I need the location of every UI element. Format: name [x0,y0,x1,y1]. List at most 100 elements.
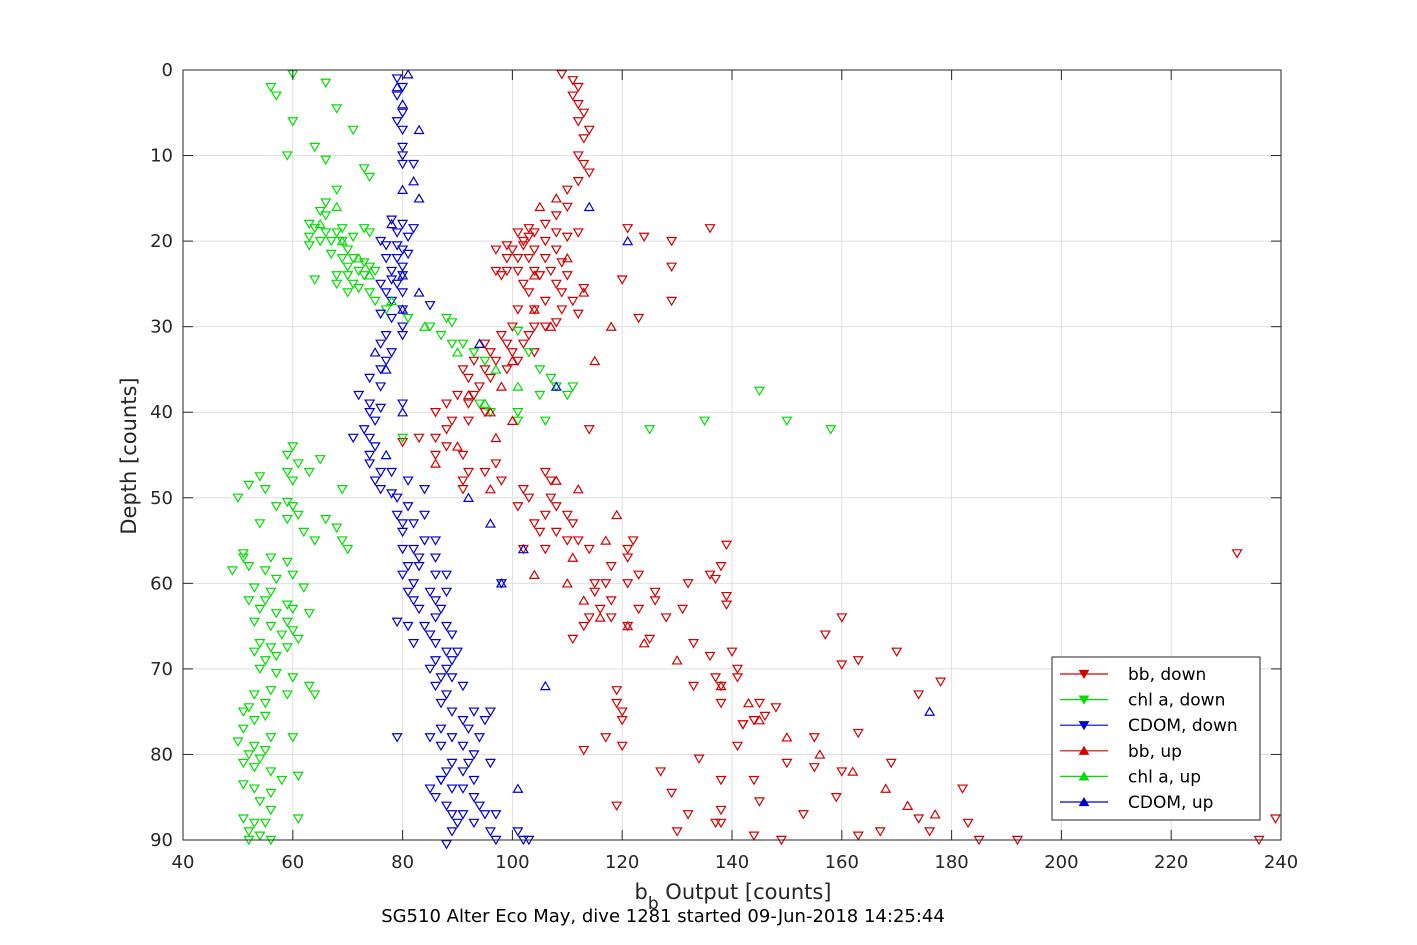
data-point [265,643,277,653]
data-point [512,416,524,427]
data-point [891,647,903,658]
data-point [726,647,738,658]
data-point [567,382,579,392]
data-point [528,569,540,579]
data-point [742,697,755,708]
x-axis-label-subscript: b [648,894,659,914]
data-point [397,288,409,298]
data-point [550,245,562,255]
data-point [671,827,683,837]
data-point [424,733,436,743]
data-point [473,399,486,409]
data-point [248,716,260,726]
data-point [556,305,568,315]
data-point [616,716,628,726]
data-point [375,279,387,290]
data-point [265,733,277,743]
data-point [589,587,601,598]
series-bb-down [397,70,1282,846]
data-point [512,305,524,315]
data-point [331,201,343,212]
data-point [451,647,464,658]
data-point [243,480,255,491]
data-point [572,82,584,93]
x-tick-label: 180 [934,852,968,873]
data-point [781,416,793,427]
legend-label: bb, down [1128,665,1206,685]
data-point [413,553,425,563]
data-point [408,544,420,555]
data-point [545,373,557,384]
x-tick-label: 240 [1264,852,1298,873]
data-point [583,425,595,435]
data-point [413,604,425,615]
data-point [699,416,711,427]
data-point [611,801,623,812]
data-point [243,827,255,837]
data-point [259,698,271,709]
data-point [287,117,299,127]
data-point [545,493,557,504]
data-point [391,493,403,504]
data-point [397,184,409,194]
data-point [397,433,409,444]
data-point [528,245,540,255]
data-point [402,587,414,598]
y-tick-label: 40 [150,402,173,423]
data-point [512,326,524,337]
data-point [528,348,540,358]
data-point [342,245,354,255]
data-point [281,467,293,478]
data-point [611,698,623,709]
data-point [402,621,414,632]
data-point [325,236,337,247]
data-point [248,763,260,773]
data-point [561,390,573,401]
data-point [358,164,370,174]
data-point [517,339,529,350]
data-point [440,621,453,632]
data-point [440,442,453,452]
data-point [276,630,288,640]
y-axis-label: Depth [counts] [117,377,141,534]
data-point [836,660,848,670]
data-point [259,745,271,756]
data-point [457,476,469,486]
data-point [638,637,650,648]
data-point [825,425,837,435]
data-point [451,347,464,357]
data-point [402,502,414,512]
data-point [331,523,343,533]
data-point [605,596,617,606]
data-point [397,544,409,555]
data-point [830,793,842,803]
data-point [457,784,469,794]
data-point [715,805,727,816]
data-point [781,758,793,769]
data-point [495,476,507,486]
data-point [451,441,464,451]
data-point [633,604,645,615]
legend-marker [1078,721,1090,731]
figure-footer: SG510 Alter Eco May, dive 1281 started 0… [381,906,945,927]
data-point [874,827,886,837]
data-point [259,818,271,829]
data-point [375,365,387,375]
data-point [550,502,562,512]
data-point [402,232,414,243]
data-point [709,818,722,829]
data-point [347,254,359,264]
data-point [281,617,293,628]
data-point [309,690,321,700]
data-point [386,295,398,306]
data-point [435,673,447,683]
data-point [578,621,590,632]
data-point [314,455,326,465]
data-point [446,339,458,350]
data-point [666,236,678,247]
data-point [539,416,551,427]
data-point [254,797,266,807]
data-point [446,784,458,794]
x-axis-label: bb Output [counts] [634,880,831,914]
data-point [336,235,348,246]
